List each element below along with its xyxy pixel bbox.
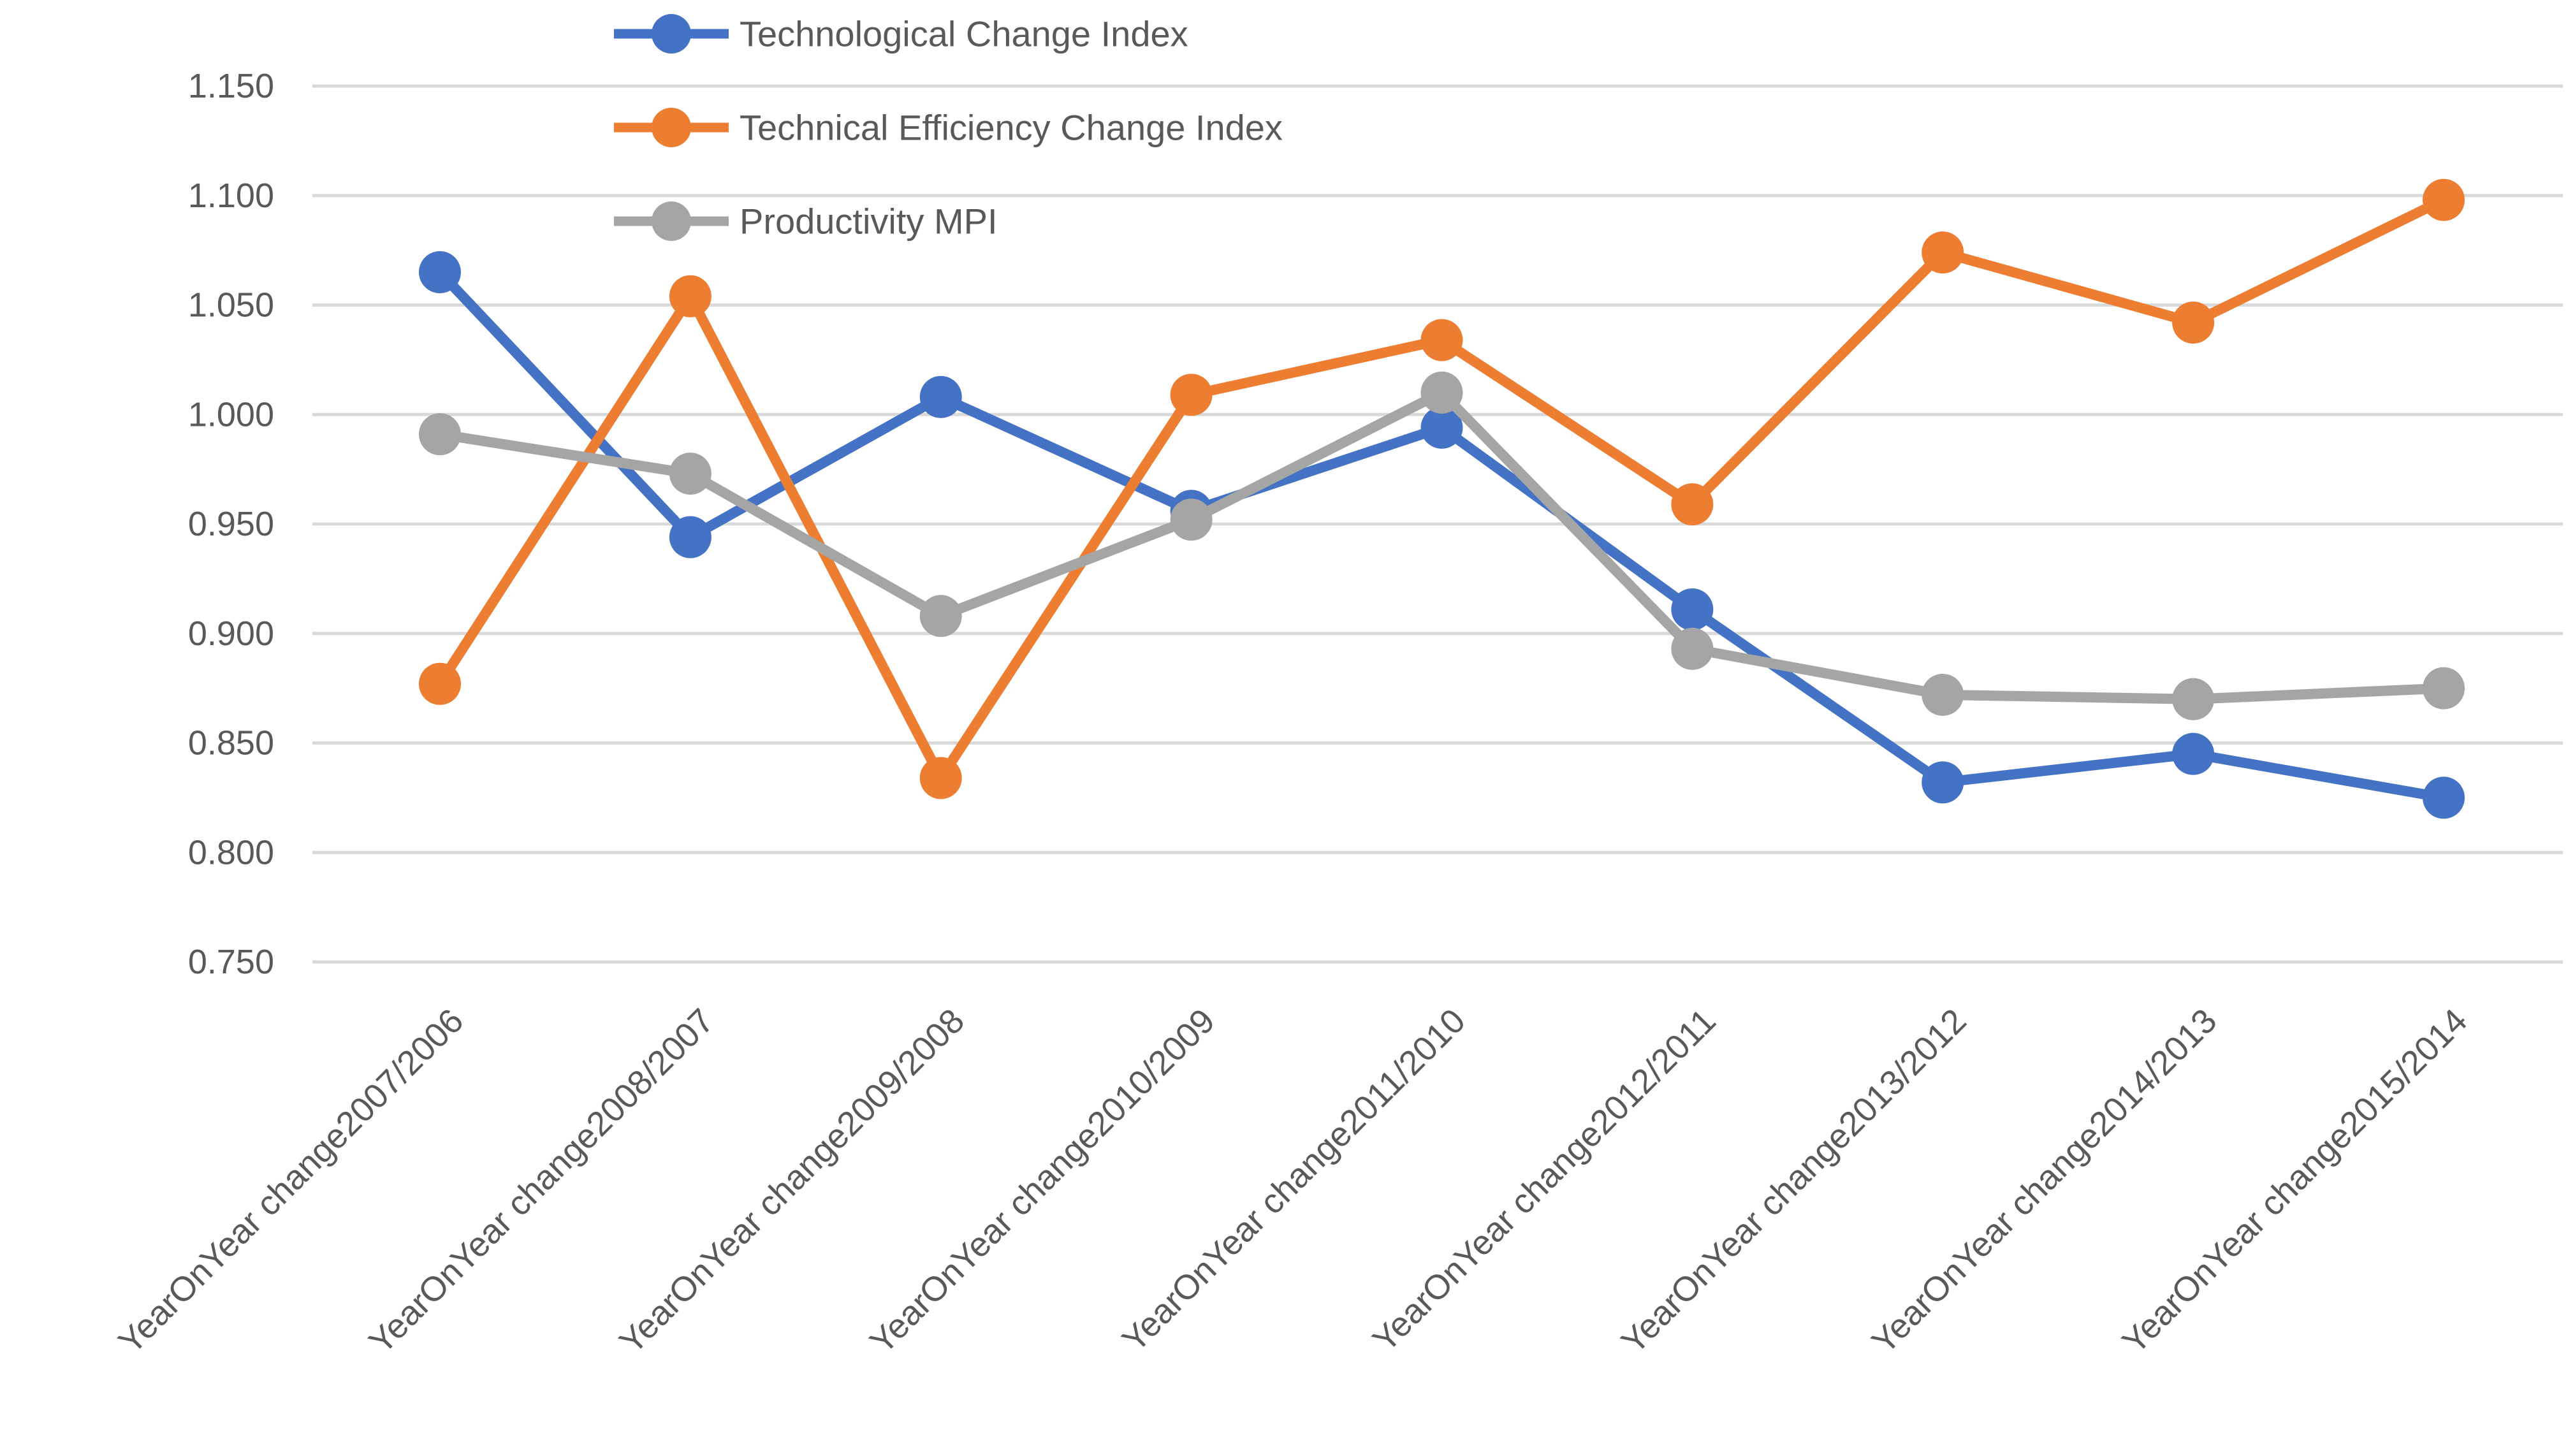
data-point-marker: [1420, 406, 1463, 449]
data-point-marker: [1922, 673, 1964, 716]
data-point-marker: [1922, 231, 1964, 274]
legend-marker-circle: [652, 201, 691, 241]
data-point-marker: [2172, 732, 2215, 775]
legend-item-label: Productivity MPI: [740, 201, 998, 242]
data-point-marker: [2423, 178, 2465, 221]
y-axis-tick-label: 1.000: [188, 395, 274, 433]
y-axis-tick-label: 0.850: [188, 724, 274, 762]
data-point-marker: [2172, 678, 2215, 720]
data-point-marker: [919, 375, 962, 418]
series-productivity-mpi: [419, 371, 2465, 720]
data-point-marker: [419, 251, 461, 293]
data-point-marker: [669, 516, 711, 558]
data-point-marker: [1671, 588, 1714, 630]
data-point-marker: [419, 662, 461, 705]
y-axis-tick-label: 0.750: [188, 943, 274, 981]
y-axis-tick-label: 1.150: [188, 67, 274, 105]
series-technological-change-index: [419, 251, 2465, 819]
data-point-marker: [2423, 667, 2465, 710]
legend-item-label: Technological Change Index: [740, 14, 1188, 54]
y-axis-tick-labels: 1.150 1.100 1.050 1.000 0.950 0.900 0.850 0.800…: [188, 67, 274, 981]
data-point-marker: [919, 757, 962, 799]
y-axis-tick-label: 0.950: [188, 505, 274, 543]
legend-marker-circle: [652, 108, 691, 147]
data-point-marker: [1170, 374, 1213, 416]
y-axis-tick-label: 1.100: [188, 177, 274, 215]
legend-item: Technical Efficiency Change Index: [614, 108, 1283, 148]
data-point-marker: [1420, 319, 1463, 361]
legend-item: Technological Change Index: [614, 14, 1188, 54]
data-point-marker: [669, 275, 711, 317]
y-axis-tick-label: 0.800: [188, 833, 274, 871]
data-point-marker: [919, 595, 962, 637]
data-point-marker: [669, 452, 711, 495]
y-axis-tick-label: 0.900: [188, 615, 274, 653]
legend-item: Productivity MPI: [614, 201, 998, 242]
legend: Technological Change Index Technical Effi…: [614, 14, 1283, 242]
series-technical-efficiency-change-index: [419, 178, 2465, 799]
data-point-marker: [1420, 371, 1463, 414]
data-point-marker: [2423, 776, 2465, 819]
data-point-marker: [1922, 761, 1964, 804]
data-point-marker: [419, 413, 461, 456]
legend-item-label: Technical Efficiency Change Index: [740, 108, 1283, 148]
data-point-marker: [1671, 627, 1714, 670]
data-point-marker: [1170, 499, 1213, 541]
y-axis-tick-label: 1.050: [188, 286, 274, 324]
series-line-technical-efficiency-change-index: [435, 194, 2449, 783]
data-point-marker: [2172, 301, 2215, 344]
data-point-marker: [1671, 483, 1714, 526]
legend-marker-circle: [652, 14, 691, 54]
